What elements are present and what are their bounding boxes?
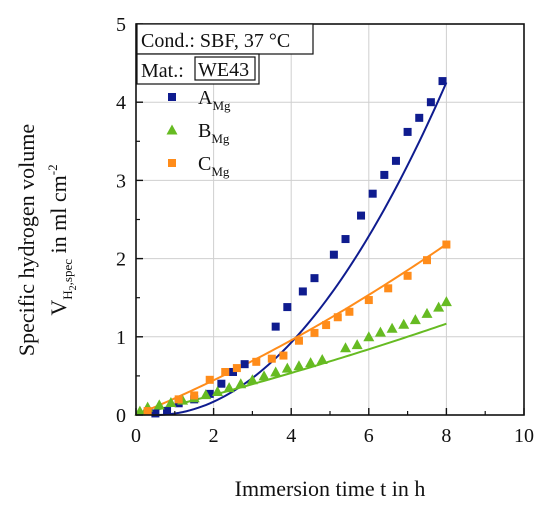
data-point-b: [281, 362, 293, 373]
data-point-a: [271, 322, 280, 331]
data-point-a: [380, 170, 389, 179]
data-point-a: [240, 360, 249, 369]
data-point-c: [364, 296, 373, 305]
condition-box: [136, 23, 314, 55]
data-point-a: [217, 379, 226, 388]
data-point-c: [345, 307, 354, 316]
fit-curve-a: [155, 82, 448, 416]
y-tick-label: 4: [116, 92, 126, 114]
data-point-c: [252, 357, 261, 366]
data-point-b: [433, 301, 445, 312]
data-point-b: [363, 331, 375, 342]
data-point-a: [438, 77, 447, 86]
data-point-b: [316, 353, 328, 364]
data-point-b: [223, 382, 235, 393]
data-point-a: [426, 98, 435, 107]
data-point-a: [163, 407, 172, 416]
data-point-b: [211, 386, 223, 397]
fit-curve-b: [135, 322, 447, 416]
y-axis-label-line1: Specific hydrogen volume: [14, 124, 39, 356]
data-point-b: [270, 366, 282, 377]
data-point-b: [351, 339, 363, 350]
data-point-b: [386, 322, 398, 333]
data-point-b: [374, 326, 386, 337]
data-point-b: [398, 318, 410, 329]
data-point-b: [409, 314, 421, 325]
x-tick-label: 0: [131, 425, 141, 447]
material-value: WE43: [198, 59, 249, 81]
y-tick-label: 0: [116, 405, 126, 427]
data-point-b: [134, 405, 146, 416]
data-point-b: [200, 389, 212, 400]
data-point-c: [190, 391, 199, 400]
data-point-c: [267, 354, 276, 363]
data-point-a: [283, 303, 292, 312]
x-tick-label: 6: [364, 425, 374, 447]
data-point-c: [279, 351, 288, 360]
data-point-c: [221, 367, 230, 376]
material-box: [136, 53, 260, 85]
data-point-c: [322, 321, 331, 330]
y-tick-label: 3: [116, 170, 126, 192]
x-axis-label: Immersion time t in h: [235, 476, 426, 501]
data-point-b: [153, 399, 165, 410]
fit-curve-c: [135, 243, 447, 416]
data-point-c: [143, 407, 152, 416]
y-tick-label: 2: [116, 249, 126, 271]
data-point-c: [205, 375, 214, 384]
legend-marker-a: [168, 93, 176, 101]
data-point-a: [329, 250, 338, 259]
data-point-a: [341, 235, 350, 244]
data-point-c: [384, 284, 393, 293]
data-point-c: [232, 364, 241, 373]
data-point-a: [205, 389, 214, 398]
legend-label-a: AMg: [198, 87, 231, 113]
data-point-b: [440, 296, 452, 307]
data-point-a: [310, 274, 319, 283]
data-point-a: [403, 127, 412, 136]
data-point-c: [333, 313, 342, 322]
data-point-a: [151, 409, 160, 418]
x-tick-label: 4: [286, 425, 296, 447]
x-tick-label: 2: [209, 425, 219, 447]
legend-label-b: BMg: [198, 120, 230, 146]
y-tick-label: 5: [116, 14, 126, 36]
axis-ticks: 0 2 4 6 8 10 0 1 2 3 4 5: [116, 14, 534, 447]
data-point-a: [391, 156, 400, 165]
data-point-b: [340, 342, 352, 353]
y-axis-label-line2: VH2,spec in ml cm-2: [45, 164, 79, 315]
data-point-b: [165, 396, 177, 407]
condition-label: Cond.: SBF, 37 °C: [141, 30, 290, 52]
data-point-b: [235, 378, 247, 389]
fit-curves: [135, 82, 448, 416]
data-point-b: [305, 357, 317, 368]
legend-label-c: CMg: [198, 153, 230, 179]
material-label: Mat.:: [141, 60, 184, 82]
data-point-a: [357, 211, 366, 220]
material-value-box: [194, 56, 256, 81]
data-point-b: [421, 307, 433, 318]
y-tick-label: 1: [116, 327, 126, 349]
data-point-a: [368, 189, 377, 198]
legend-marker-b: [166, 124, 178, 135]
data-point-a: [415, 113, 424, 122]
x-tick-label: 10: [514, 425, 534, 447]
data-point-c: [442, 240, 451, 249]
legend: AMg BMg CMg: [166, 87, 231, 179]
data-points: [134, 77, 452, 418]
data-point-c: [403, 271, 412, 280]
data-point-b: [293, 360, 305, 371]
data-point-c: [310, 328, 319, 337]
data-point-b: [258, 370, 270, 381]
data-point-c: [174, 395, 183, 404]
data-point-a: [298, 287, 307, 296]
legend-marker-c: [168, 159, 176, 167]
data-point-c: [294, 336, 303, 345]
data-point-c: [423, 256, 431, 265]
data-point-b: [246, 374, 258, 385]
x-tick-label: 8: [441, 425, 451, 447]
